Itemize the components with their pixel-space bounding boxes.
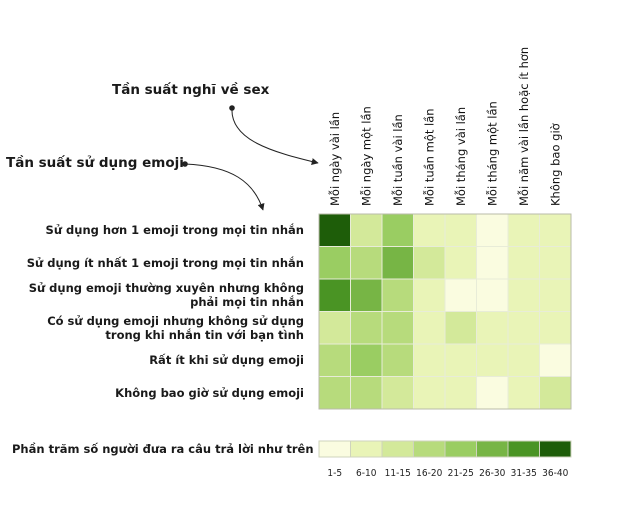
column-label: Không bao giờ — [548, 123, 562, 206]
row-label: Không bao giờ sử dụng emoji — [115, 385, 304, 400]
heatmap-cell — [413, 213, 446, 247]
heatmap-cell — [539, 311, 572, 345]
heatmap-border — [318, 213, 572, 410]
column-label: Mỗi năm vài lần hoặc ít hơn — [517, 47, 531, 206]
column-label: Mỗi tháng vài lần — [454, 107, 468, 206]
heatmap-cell — [413, 311, 446, 345]
column-label: Mỗi tuần một lần — [422, 108, 436, 206]
column-label: Mỗi tuần vài lần — [391, 114, 405, 206]
heatmap-cell — [476, 213, 509, 247]
heatmap-cell — [318, 213, 351, 247]
legend-bin-label: 6-10 — [356, 468, 377, 479]
heatmap-cell — [381, 246, 414, 280]
heatmap-cell — [507, 278, 540, 312]
emoji-annotation-arrow — [184, 163, 265, 211]
heatmap-cell — [476, 311, 509, 345]
legend-swatch — [476, 440, 509, 458]
legend-bin-label: 21-25 — [448, 468, 474, 479]
legend-bin-label: 11-15 — [385, 468, 411, 479]
heatmap-cell — [444, 213, 477, 247]
heatmap-cell — [476, 376, 509, 410]
heatmap-cell — [318, 246, 351, 280]
heatmap-cell — [476, 343, 509, 377]
heatmap-cell — [444, 343, 477, 377]
legend-swatch — [350, 440, 383, 458]
legend-bin-label: 16-20 — [416, 468, 442, 479]
row-label: Sử dụng ít nhất 1 emoji trong mọi tin nh… — [26, 255, 304, 270]
heatmap-cell — [413, 343, 446, 377]
row-label: Rất ít khi sử dụng emoji — [149, 353, 304, 368]
heatmap-cell — [350, 246, 383, 280]
legend-bin-label: 31-35 — [511, 468, 537, 479]
heatmap-cell — [350, 213, 383, 247]
row-label: Có sử dụng emoji nhưng không sử dụng tro… — [47, 313, 304, 342]
legend-swatch — [381, 440, 414, 458]
heatmap-cell — [350, 376, 383, 410]
legend-bin-label: 26-30 — [479, 468, 505, 479]
heatmap-cell — [507, 343, 540, 377]
heatmap-cell — [507, 376, 540, 410]
sex-annotation-arrow — [231, 107, 319, 165]
legend-swatch — [413, 440, 446, 458]
heatmap-cell — [413, 278, 446, 312]
row-label: Sử dụng emoji thường xuyên nhưng không p… — [28, 281, 304, 310]
heatmap-cell — [381, 343, 414, 377]
heatmap-cell — [476, 246, 509, 280]
heatmap-cell — [350, 343, 383, 377]
heatmap-cell — [507, 213, 540, 247]
legend-swatch — [507, 440, 540, 458]
heatmap-cell — [318, 311, 351, 345]
legend-swatch — [318, 440, 351, 458]
row-label: Sử dụng hơn 1 emoji trong mọi tin nhắn — [45, 223, 304, 238]
column-label: Mỗi ngày vài lần — [328, 112, 342, 206]
heatmap-cell — [444, 246, 477, 280]
legend-bin-label: 1-5 — [327, 468, 342, 479]
legend-swatch — [539, 440, 572, 458]
heatmap-cell — [381, 311, 414, 345]
heatmap-cell — [444, 376, 477, 410]
heatmap-cell — [539, 376, 572, 410]
heatmap-cell — [350, 311, 383, 345]
legend-swatch — [444, 440, 477, 458]
heatmap-cell — [444, 311, 477, 345]
heatmap-cell — [381, 376, 414, 410]
sex-frequency-annotation: Tần suất nghĩ về sex — [112, 82, 270, 98]
legend-bin-label: 36-40 — [542, 468, 568, 479]
column-label: Mỗi tháng một lần — [485, 101, 499, 206]
heatmap-cell — [444, 278, 477, 312]
heatmap-cell — [318, 278, 351, 312]
heatmap-cell — [507, 246, 540, 280]
heatmap-cell — [413, 246, 446, 280]
heatmap-cell — [318, 343, 351, 377]
heatmap-cell — [413, 376, 446, 410]
heatmap-cell — [381, 278, 414, 312]
legend-title: Phần trăm số người đưa ra câu trả lời nh… — [12, 442, 314, 456]
emoji-frequency-annotation: Tần suất sử dụng emoji — [6, 155, 184, 171]
heatmap-cell — [507, 311, 540, 345]
heatmap-cell — [539, 278, 572, 312]
heatmap-cell — [350, 278, 383, 312]
column-label: Mỗi ngày một lần — [359, 106, 373, 206]
heatmap-cell — [318, 376, 351, 410]
heatmap-cell — [539, 343, 572, 377]
heatmap-cell — [476, 278, 509, 312]
heatmap-cell — [381, 213, 414, 247]
heatmap-cell — [539, 246, 572, 280]
heatmap-cell — [539, 213, 572, 247]
